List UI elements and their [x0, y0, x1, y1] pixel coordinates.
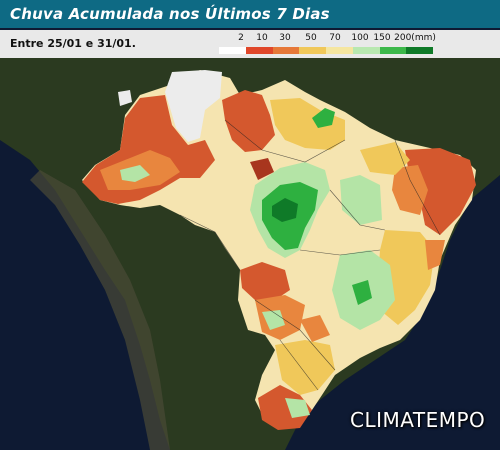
- state-borders: [179, 119, 441, 391]
- rain-red-south: [258, 385, 312, 430]
- legend-label: 2: [238, 33, 244, 43]
- legend-swatch: [326, 47, 353, 54]
- legend-labels: 2 10 30 50 70 100 150 200(mm): [219, 33, 436, 45]
- rain-darkgreen-core: [272, 198, 298, 222]
- rain-lightgreen-east: [340, 175, 382, 225]
- legend-label: 150: [373, 33, 391, 43]
- period-label: Entre 25/01 e 31/01.: [10, 37, 136, 50]
- rain-none-north: [165, 70, 222, 142]
- rain-green-se: [352, 280, 372, 305]
- rain-orange-ne: [392, 165, 428, 215]
- map-title: Chuva Acumulada nos Últimos 7 Dias: [0, 0, 500, 28]
- legend-color-bar: [219, 47, 433, 54]
- legend-label: 100: [351, 33, 369, 43]
- legend-swatch: [219, 47, 246, 54]
- rain-lightgreen-nw: [120, 165, 150, 182]
- legend-swatch: [379, 47, 407, 54]
- rain-red-north: [222, 90, 275, 152]
- rain-red-central-s: [240, 262, 290, 300]
- rain-yellow-central-n: [270, 98, 345, 150]
- andes-relief: [30, 170, 170, 450]
- rain-yellow-south: [275, 340, 335, 395]
- rain-darkred-north: [250, 158, 274, 180]
- rain-lightgreen-sw: [262, 310, 285, 330]
- legend-label: 10: [256, 33, 268, 43]
- climatempo-logo: CLIMATEMPO: [350, 408, 486, 432]
- rain-orange-sw: [300, 315, 330, 342]
- legend-swatch: [352, 47, 380, 54]
- legend-label: 50: [305, 33, 317, 43]
- rain-orange-east: [425, 240, 445, 270]
- legend-swatch: [272, 47, 300, 54]
- legend-label: 30: [279, 33, 291, 43]
- rainfall-legend: 2 10 30 50 70 100 150 200(mm): [219, 33, 436, 55]
- rain-yellow-ne: [360, 142, 410, 175]
- legend-label: 70: [329, 33, 341, 43]
- legend-label: 200(mm): [394, 33, 436, 43]
- rain-red-ne: [405, 148, 476, 235]
- rain-none-west: [118, 90, 132, 106]
- rain-lightgreen-south: [285, 398, 310, 418]
- legend-swatch: [245, 47, 273, 54]
- legend-swatch: [299, 47, 326, 54]
- rain-green-ne: [312, 108, 335, 128]
- info-bar: Entre 25/01 e 31/01. 2 10 30 50 70 100 1…: [0, 30, 500, 58]
- legend-swatch: [406, 47, 433, 54]
